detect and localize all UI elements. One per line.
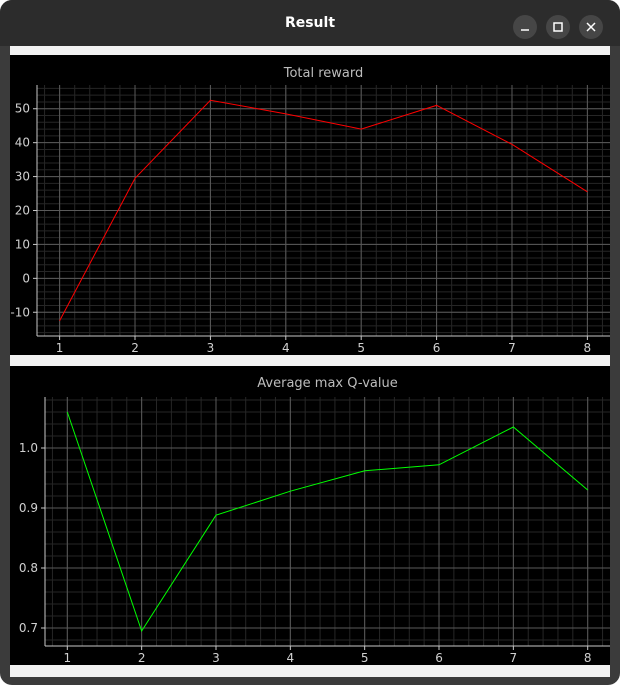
chart-1-y-tick-label: 0.9 [19, 501, 38, 515]
chart-0-y-tick-label: 20 [15, 204, 30, 218]
plot-area: Total reward 1 2 3 4 5 6 7 8 -10 0 10 20 30 40 50 Avera… [10, 46, 610, 677]
chart-0-y-tick-label: 30 [15, 170, 30, 184]
average-max-q-value-plot: Average max Q-value 1 2 3 4 5 6 7 8 0.7 0.8 0.9 1.0 [10, 366, 610, 665]
maximize-button[interactable] [546, 15, 570, 39]
minimize-button[interactable] [513, 15, 537, 39]
chart-0-series-line [59, 99, 588, 321]
chart-0-y-tick-label: 10 [15, 237, 30, 251]
chart-0-x-tick-label: 6 [433, 341, 441, 355]
chart-0-y-tick-label: 50 [15, 102, 30, 116]
chart-0-x-tick-label: 5 [357, 341, 365, 355]
chart-1-x-tick-label: 2 [138, 651, 146, 665]
chart-1-x-tick-label: 5 [361, 651, 369, 665]
total-reward-chart: Total reward 1 2 3 4 5 6 7 8 -10 0 10 20 30 40 50 [10, 66, 610, 355]
chart-1-series-line [66, 411, 589, 633]
close-button[interactable] [579, 15, 603, 39]
chart-0-y-tick-label: -10 [10, 305, 30, 319]
chart-0-x-tick-label: 3 [207, 341, 215, 355]
chart-1-x-tick-label: 7 [510, 651, 518, 665]
chart-0-x-tick-label: 1 [56, 341, 64, 355]
chart-0-x-tick-label: 8 [584, 341, 592, 355]
chart-1-x-tick-label: 8 [584, 651, 592, 665]
chart-0-x-tick-label: 4 [282, 341, 290, 355]
window-title: Result [284, 15, 336, 31]
chart-1-x-tick-label: 1 [63, 651, 71, 665]
minimize-icon [521, 29, 529, 31]
chart-0-x-tick-label: 2 [131, 341, 139, 355]
chart-1-title: Average max Q-value [257, 376, 397, 391]
chart-1-x-tick-label: 4 [287, 651, 295, 665]
chart-1-y-tick-label: 0.8 [19, 561, 38, 575]
chart-1-y-tick-label: 1.0 [19, 441, 38, 455]
total-reward-plot: Total reward 1 2 3 4 5 6 7 8 -10 0 10 20 30 40 50 [10, 55, 610, 355]
chart-0-y-tick-label: 0 [22, 271, 30, 285]
chart-0-y-tick-label: 40 [15, 136, 30, 150]
titlebar[interactable]: Result [0, 0, 620, 46]
chart-1-y-tick-label: 0.7 [19, 621, 38, 635]
chart-0-title: Total reward [283, 66, 364, 81]
close-icon [586, 22, 596, 32]
maximize-icon [553, 22, 563, 32]
chart-0-x-tick-label: 7 [508, 341, 516, 355]
average-max-q-value-chart: Average max Q-value 1 2 3 4 5 6 7 8 0.7 0.8 0.9 1.0 [19, 376, 610, 665]
chart-1-x-tick-label: 6 [435, 651, 443, 665]
chart-1-x-tick-label: 3 [212, 651, 220, 665]
